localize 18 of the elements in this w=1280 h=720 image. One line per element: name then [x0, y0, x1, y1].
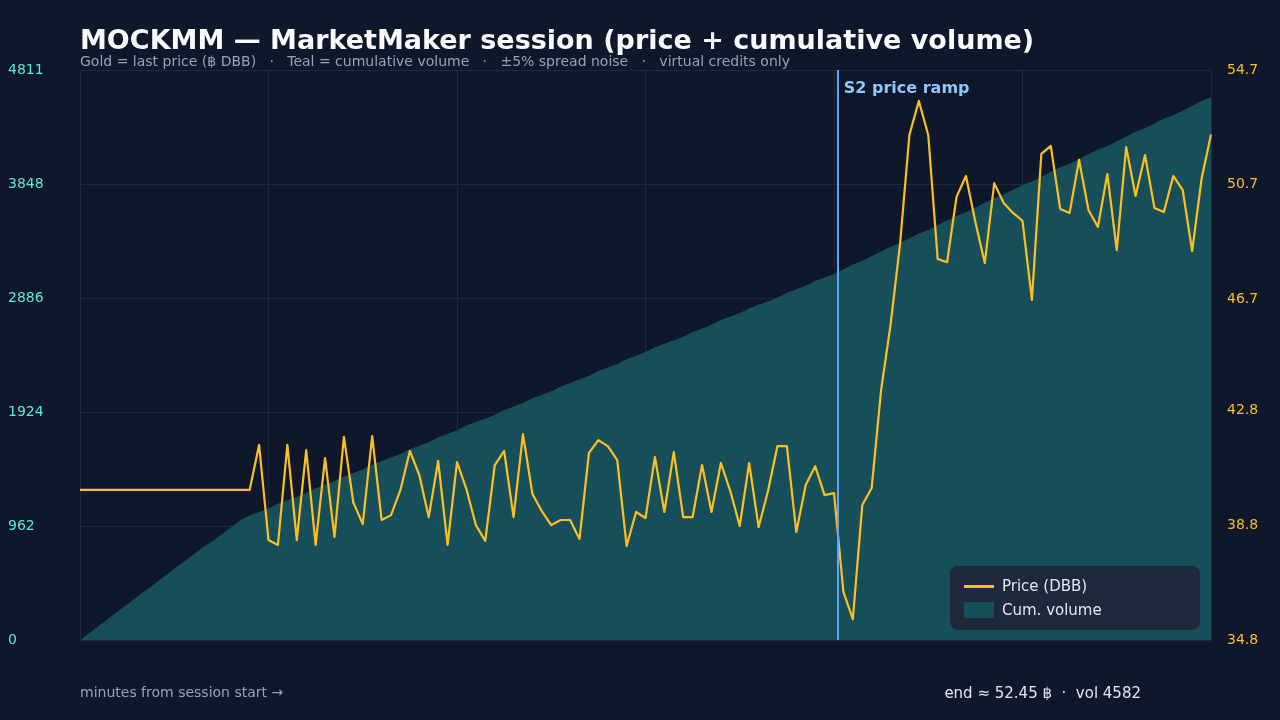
y-tick-label: 1924	[8, 402, 44, 419]
y2-tick-label: 54.7	[1227, 60, 1259, 77]
annotation: S2 price ramp	[843, 78, 970, 97]
y2-tick-label: 50.7	[1227, 175, 1259, 192]
chart-title: MOCKMM — MarketMaker session (price + cumulative volume)	[80, 24, 1035, 55]
y2-tick-label: 42.8	[1227, 401, 1259, 418]
series-label: Cum. volume	[1002, 601, 1102, 619]
y2-tick-label: 38.8	[1227, 516, 1259, 533]
y-tick-label: 0	[8, 630, 17, 647]
y-tick-label: 962	[8, 516, 35, 533]
y-tick-label: 4811	[8, 60, 44, 77]
legend-label: Price (DBB)	[1002, 577, 1088, 595]
y-tick-label: 3848	[8, 174, 44, 191]
y2-tick-label: 34.8	[1227, 630, 1259, 647]
x-axis-title: minutes from session start →	[80, 684, 284, 700]
y2-tick-label: 46.7	[1227, 289, 1259, 306]
y-tick-label: 2886	[8, 288, 44, 305]
text: end ≈ 52.45 ฿ · vol 4582	[944, 684, 1141, 702]
